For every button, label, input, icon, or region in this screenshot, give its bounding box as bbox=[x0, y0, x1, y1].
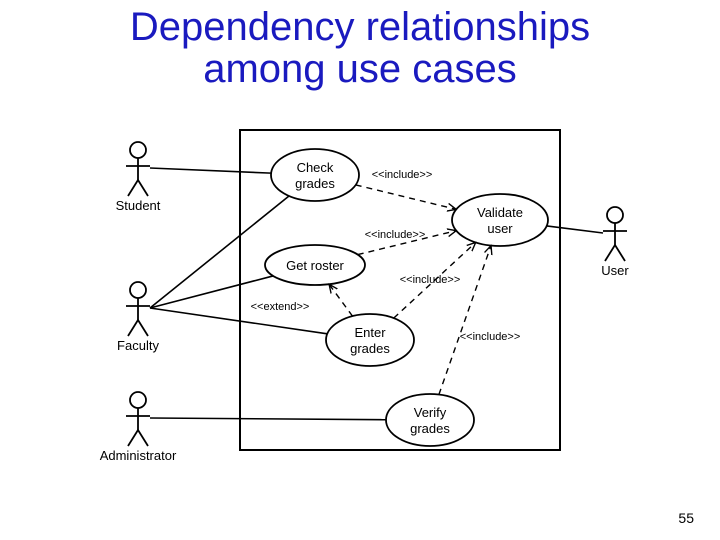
actor-administrator-label: Administrator bbox=[100, 448, 177, 463]
actor-student-leg-l bbox=[128, 180, 138, 196]
usecase-enter bbox=[326, 314, 414, 366]
usecase-check-label2: grades bbox=[295, 176, 335, 191]
usecase-enter-label1: Enter bbox=[354, 325, 386, 340]
actor-user-label: User bbox=[601, 263, 629, 278]
actor-faculty-label: Faculty bbox=[117, 338, 159, 353]
usecase-enter-label2: grades bbox=[350, 341, 390, 356]
dep-check-validate-label: <<include>> bbox=[372, 169, 433, 181]
assoc-user-validate bbox=[547, 226, 603, 233]
actor-user-head bbox=[607, 207, 623, 223]
actor-faculty-leg-l bbox=[128, 320, 138, 336]
actor-student-leg-r bbox=[138, 180, 148, 196]
usecase-verify-label2: grades bbox=[410, 421, 450, 436]
usecase-check bbox=[271, 149, 359, 201]
dep-enter-getroster-label: <<extend>> bbox=[251, 301, 310, 313]
actor-student-head bbox=[130, 142, 146, 158]
actor-administrator-leg-r bbox=[138, 430, 148, 446]
usecase-validate-label1: Validate bbox=[477, 205, 523, 220]
slide: Dependency relationships among use cases… bbox=[0, 0, 720, 540]
dep-check-validate bbox=[356, 185, 457, 209]
assoc-administrator-verify bbox=[150, 418, 386, 420]
assoc-student-check bbox=[150, 168, 271, 173]
usecase-verify-label1: Verify bbox=[414, 405, 447, 420]
usecase-validate-label2: user bbox=[487, 221, 513, 236]
assoc-faculty-check bbox=[150, 196, 289, 308]
dep-verify-validate-label: <<include>> bbox=[460, 331, 521, 343]
usecase-getroster-label: Get roster bbox=[286, 258, 344, 273]
actor-student-label: Student bbox=[116, 198, 161, 213]
actor-user-leg-l bbox=[605, 245, 615, 261]
dep-verify-validate bbox=[439, 246, 491, 395]
usecase-check-label1: Check bbox=[297, 160, 334, 175]
actor-faculty-leg-r bbox=[138, 320, 148, 336]
use-case-diagram: StudentFacultyAdministratorUserCheckgrad… bbox=[0, 0, 720, 540]
dep-enter-getroster bbox=[329, 284, 352, 316]
dep-enter-validate-label: <<include>> bbox=[400, 274, 461, 286]
usecase-verify bbox=[386, 394, 474, 446]
usecase-validate bbox=[452, 194, 548, 246]
dep-getroster-validate-label: <<include>> bbox=[365, 229, 426, 241]
actor-faculty-head bbox=[130, 282, 146, 298]
actor-administrator-head bbox=[130, 392, 146, 408]
actor-administrator-leg-l bbox=[128, 430, 138, 446]
page-number: 55 bbox=[678, 510, 694, 526]
actor-user-leg-r bbox=[615, 245, 625, 261]
